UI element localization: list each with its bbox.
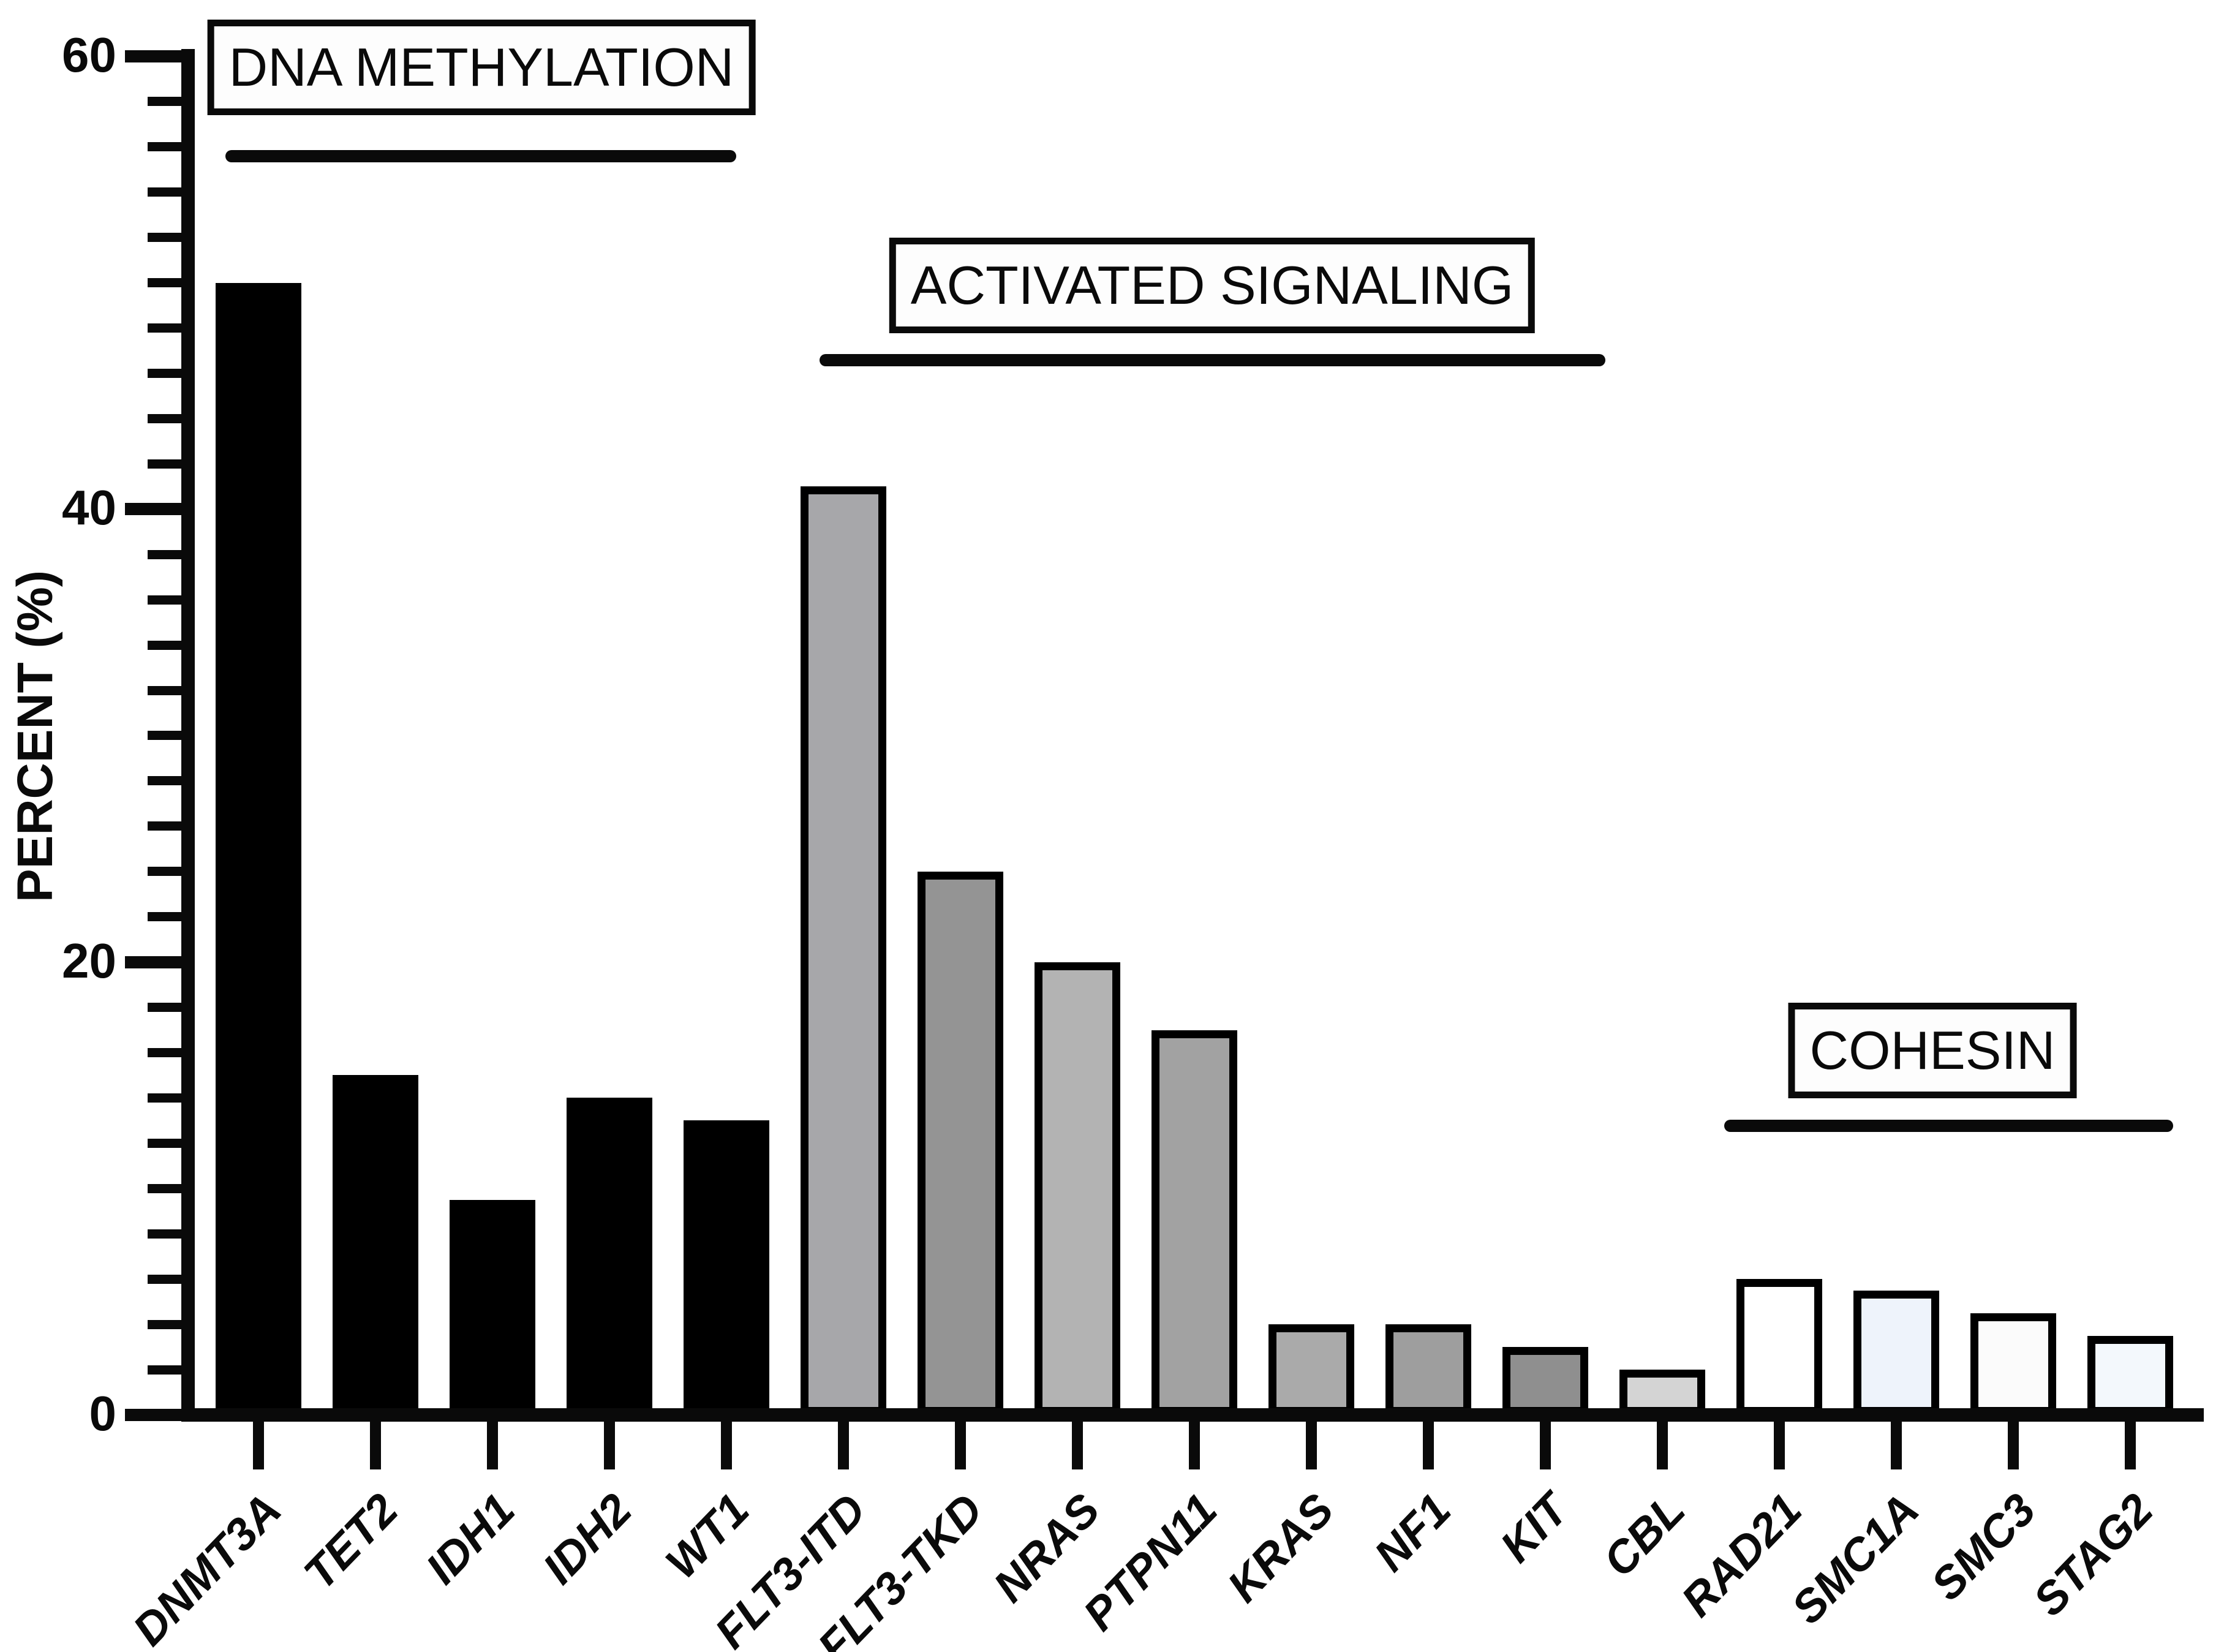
bar-SMC3 [1970,1313,2056,1415]
bar-KIT [1502,1347,1588,1415]
group-label-cohesin: COHESIN [1788,1003,2077,1098]
group-underline-activated-signaling [820,354,1605,366]
y-tick-label-40: 40 [62,480,116,535]
x-tick-FLT3-TKD [955,1422,966,1469]
y-minor-tick [148,1138,181,1148]
x-tick-KIT [1540,1422,1551,1469]
y-minor-tick [148,187,181,197]
x-axis-label-DNMT3A: DNMT3A [123,1484,291,1652]
bar-SMC1A [1853,1290,1939,1415]
x-axis-label-TET2: TET2 [294,1484,408,1599]
y-minor-tick [148,1274,181,1284]
x-axis-label-STAG2: STAG2 [2023,1484,2163,1626]
y-minor-tick [148,142,181,152]
x-axis-label-IDH1: IDH1 [416,1484,525,1594]
y-minor-tick [148,97,181,107]
y-minor-tick [148,459,181,469]
x-axis-line [181,1408,2204,1422]
y-axis-line [181,49,195,1422]
x-tick-CBL [1657,1422,1668,1469]
bar-PTPN11 [1152,1030,1237,1415]
x-axis-label-IDH2: IDH2 [533,1484,642,1594]
y-minor-tick [148,685,181,695]
bar-RAD21 [1736,1279,1822,1415]
bar-KRAS [1268,1324,1354,1415]
x-axis-label-CBL: CBL [1593,1484,1695,1586]
y-minor-tick [148,549,181,559]
group-label-dna-methylation: DNA METHYLATION [207,20,756,115]
y-major-tick [125,956,181,968]
y-minor-tick [148,595,181,605]
y-tick-label-0: 0 [89,1386,117,1441]
y-major-tick [125,1409,181,1421]
x-tick-IDH1 [487,1422,498,1469]
group-underline-cohesin [1724,1120,2173,1132]
x-tick-SMC3 [2008,1422,2019,1469]
bar-IDH2 [567,1098,652,1415]
group-label-activated-signaling: ACTIVATED SIGNALING [889,238,1536,333]
x-tick-FLT3-ITD [838,1422,849,1469]
y-tick-label-20: 20 [62,933,116,988]
y-minor-tick [148,731,181,741]
y-minor-tick [148,912,181,922]
y-minor-tick [148,369,181,379]
y-minor-tick [148,776,181,786]
y-minor-tick [148,1048,181,1058]
bar-WT1 [684,1120,769,1415]
x-tick-SMC1A [1891,1422,1902,1469]
y-minor-tick [148,640,181,650]
y-minor-tick [148,1003,181,1013]
y-minor-tick [148,1183,181,1193]
y-axis-title: PERCENT (%) [7,570,63,903]
y-minor-tick [148,1365,181,1375]
y-minor-tick [148,323,181,333]
x-tick-KRAS [1306,1422,1317,1469]
bar-NF1 [1385,1324,1471,1415]
bar-FLT3-TKD [918,871,1003,1415]
y-major-tick [125,503,181,516]
bar-DNMT3A [216,282,301,1415]
y-minor-tick [148,867,181,877]
y-major-tick [125,50,181,62]
x-tick-NF1 [1423,1422,1434,1469]
x-tick-DNMT3A [253,1422,264,1469]
x-tick-STAG2 [2125,1422,2136,1469]
x-tick-NRAS [1072,1422,1083,1469]
x-axis-label-KRAS: KRAS [1218,1484,1344,1612]
x-tick-PTPN11 [1189,1422,1200,1469]
y-minor-tick [148,1319,181,1329]
bar-NRAS [1035,962,1120,1415]
x-tick-WT1 [721,1422,732,1469]
y-minor-tick [148,1093,181,1103]
bar-FLT3-ITD [801,486,886,1415]
x-axis-label-SMC1A: SMC1A [1781,1484,1929,1634]
y-tick-label-60: 60 [62,28,116,83]
bar-IDH1 [450,1199,535,1415]
x-axis-label-KIT: KIT [1490,1484,1578,1572]
bar-TET2 [333,1075,418,1415]
x-tick-IDH2 [604,1422,615,1469]
x-axis-label-NF1: NF1 [1364,1484,1461,1581]
y-minor-tick [148,233,181,243]
x-tick-RAD21 [1774,1422,1785,1469]
y-minor-tick [148,1229,181,1239]
y-minor-tick [148,413,181,423]
y-minor-tick [148,821,181,831]
group-underline-dna-methylation [225,150,736,162]
bar-CBL [1619,1370,1705,1415]
bar-STAG2 [2087,1335,2173,1415]
y-minor-tick [148,278,181,288]
x-tick-TET2 [370,1422,381,1469]
x-axis-label-WT1: WT1 [655,1484,759,1588]
